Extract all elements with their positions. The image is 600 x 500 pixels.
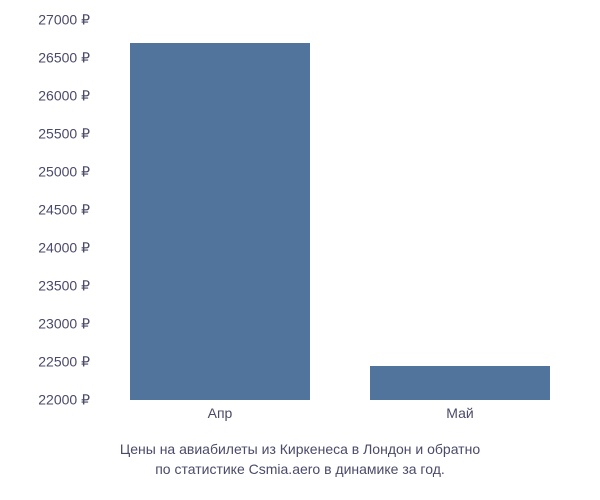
y-tick-label: 24000 ₽	[38, 240, 90, 257]
y-tick-label: 26500 ₽	[38, 50, 90, 67]
bar	[130, 43, 310, 400]
chart-caption: Цены на авиабилеты из Киркенеса в Лондон…	[0, 440, 600, 479]
y-tick-label: 25000 ₽	[38, 164, 90, 181]
y-tick-label: 24500 ₽	[38, 202, 90, 219]
caption-line-1: Цены на авиабилеты из Киркенеса в Лондон…	[120, 441, 480, 457]
price-chart: 27000 ₽ 26500 ₽ 26000 ₽ 25500 ₽ 25000 ₽ 24500…	[0, 0, 600, 500]
caption-line-2: по статистике Csmia.aero в динамике за г…	[155, 461, 445, 477]
y-tick-label: 23500 ₽	[38, 278, 90, 295]
x-tick-label: Апр	[208, 405, 233, 421]
y-axis: 27000 ₽26500 ₽26000 ₽25500 ₽25000 ₽24500…	[0, 20, 95, 400]
y-tick-label: 22500 ₽	[38, 354, 90, 371]
bar	[370, 366, 550, 400]
y-tick-label: 26000 ₽	[38, 88, 90, 105]
y-tick-label: 23000 ₽	[38, 316, 90, 333]
x-axis: Апр Май	[100, 405, 580, 430]
plot-area	[100, 20, 580, 400]
x-tick-label: Май	[446, 405, 473, 421]
y-tick-label: 27000 ₽	[38, 12, 90, 29]
y-tick-label: 25500 ₽	[38, 126, 90, 143]
bars-group	[100, 20, 580, 400]
y-tick-label: 22000 ₽	[38, 392, 90, 409]
